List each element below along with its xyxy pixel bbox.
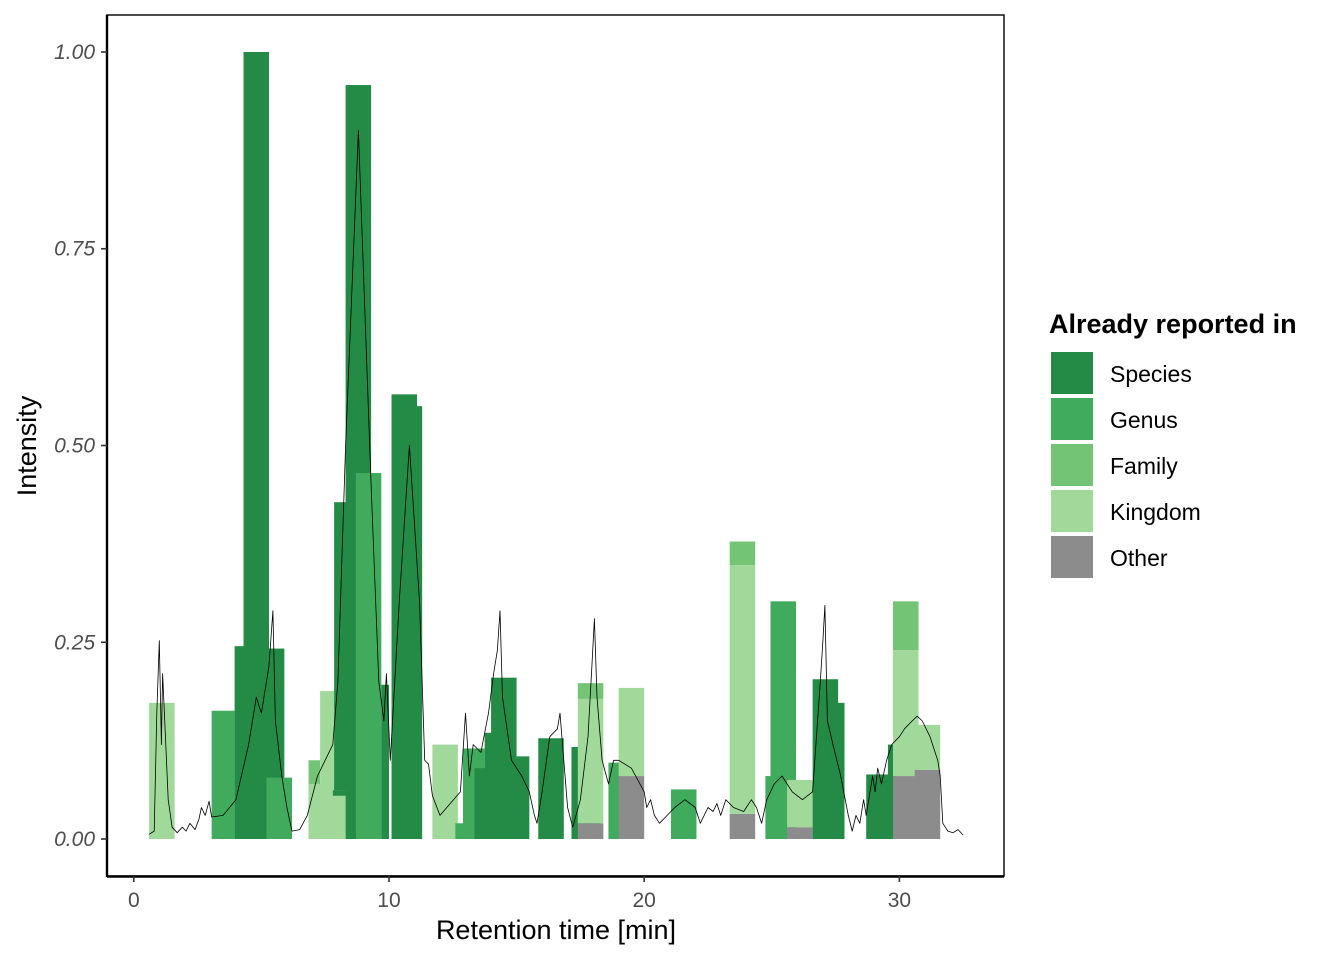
bar-14 <box>381 684 389 840</box>
bar-13 <box>355 473 382 840</box>
y-tick-label-1: 0.25 <box>54 631 95 654</box>
legend-swatch-genus <box>1051 398 1093 440</box>
legend-title: Already reported in <box>1049 309 1297 339</box>
x-tick-label-30: 30 <box>888 889 911 912</box>
bar-31-segment-family <box>729 541 756 566</box>
bar-40-segment-other <box>914 769 941 840</box>
bar-28-segment-genus <box>608 762 620 840</box>
legend-label-kingdom: Kingdom <box>1110 499 1201 525</box>
bar-37 <box>866 774 892 840</box>
bar-2 <box>211 710 235 840</box>
legend-item-kingdom: Kingdom <box>1051 490 1201 532</box>
bar-11-segment-species <box>334 502 347 791</box>
bar-40 <box>914 724 941 840</box>
legend-swatch-family <box>1051 444 1093 486</box>
bar-23-segment-species <box>506 756 530 840</box>
bar-27-segment-kingdom <box>577 698 604 824</box>
legend-item-other: Other <box>1051 536 1168 578</box>
bar-27 <box>577 683 604 840</box>
y-tick-label-0: 0.00 <box>54 828 95 851</box>
bar-6-segment-genus <box>266 777 293 840</box>
bar-39-segment-other <box>892 776 919 840</box>
bar-16 <box>396 406 423 840</box>
chromatogram-layer <box>148 130 964 836</box>
bar-4 <box>243 51 270 840</box>
bar-14-segment-species <box>381 684 389 840</box>
legend-label-genus: Genus <box>1110 407 1178 433</box>
bar-29-segment-kingdom <box>618 687 645 777</box>
legend-item-genus: Genus <box>1051 398 1178 440</box>
bar-29-segment-other <box>618 776 645 840</box>
bar-34-segment-other <box>787 827 813 840</box>
bar-4-segment-species <box>243 51 270 840</box>
y-tick-label-2: 0.50 <box>54 435 95 458</box>
bar-39 <box>892 601 919 840</box>
legend-item-family: Family <box>1051 444 1178 486</box>
bar-31 <box>729 541 756 840</box>
bar-38-segment-species <box>887 744 896 840</box>
x-tick-label-10: 10 <box>377 889 400 912</box>
legend-item-species: Species <box>1051 352 1192 394</box>
legend-swatch-kingdom <box>1051 490 1093 532</box>
legend-swatch-species <box>1051 352 1093 394</box>
y-tick-label-4: 1.00 <box>54 41 95 64</box>
legend-label-other: Other <box>1110 545 1168 571</box>
chromatogram-line <box>148 130 964 836</box>
bar-36-segment-species <box>825 702 845 840</box>
bar-24 <box>538 738 564 840</box>
x-axis-title: Retention time [min] <box>436 915 676 945</box>
bar-23 <box>506 756 530 840</box>
bar-16-segment-species <box>396 406 423 840</box>
bar-11 <box>334 502 347 791</box>
ticks-layer: 0 10 20 30 0.00 0.25 0.50 0.75 1.00 <box>54 41 911 912</box>
legend-swatch-other <box>1051 536 1093 578</box>
legend-label-family: Family <box>1110 453 1178 479</box>
bar-30-segment-genus <box>670 789 697 840</box>
bar-39-segment-family <box>892 601 919 651</box>
bar-31-segment-other <box>729 813 756 840</box>
x-tick-label-20: 20 <box>632 889 655 912</box>
bar-6 <box>266 777 293 840</box>
bar-30 <box>670 789 697 840</box>
bar-31-segment-kingdom <box>729 565 756 814</box>
bar-10 <box>332 790 351 796</box>
bar-34-segment-kingdom <box>787 779 813 828</box>
y-axis-title: Intensity <box>12 395 42 496</box>
bar-36 <box>825 702 845 840</box>
bar-17-segment-kingdom <box>432 744 458 840</box>
bar-28 <box>608 762 620 840</box>
bar-2-segment-genus <box>211 710 235 840</box>
bar-29 <box>618 687 645 840</box>
bar-39-segment-kingdom <box>892 650 919 777</box>
y-tick-label-3: 0.75 <box>54 238 95 261</box>
x-tick-label-0: 0 <box>128 889 140 912</box>
bar-37-segment-species <box>866 774 892 840</box>
legend-label-species: Species <box>1110 361 1192 387</box>
bar-24-segment-species <box>538 738 564 840</box>
bar-27-segment-other <box>577 823 604 840</box>
bar-38 <box>887 744 896 840</box>
bar-17 <box>432 744 458 840</box>
legend-items: Species Genus Family Kingdom Other <box>1051 352 1201 578</box>
legend: Already reported in Species Genus Family Ki… <box>1049 309 1297 578</box>
bar-13-segment-genus <box>355 473 382 840</box>
bar-34 <box>787 779 813 840</box>
bar-10-segment-species <box>332 790 351 796</box>
